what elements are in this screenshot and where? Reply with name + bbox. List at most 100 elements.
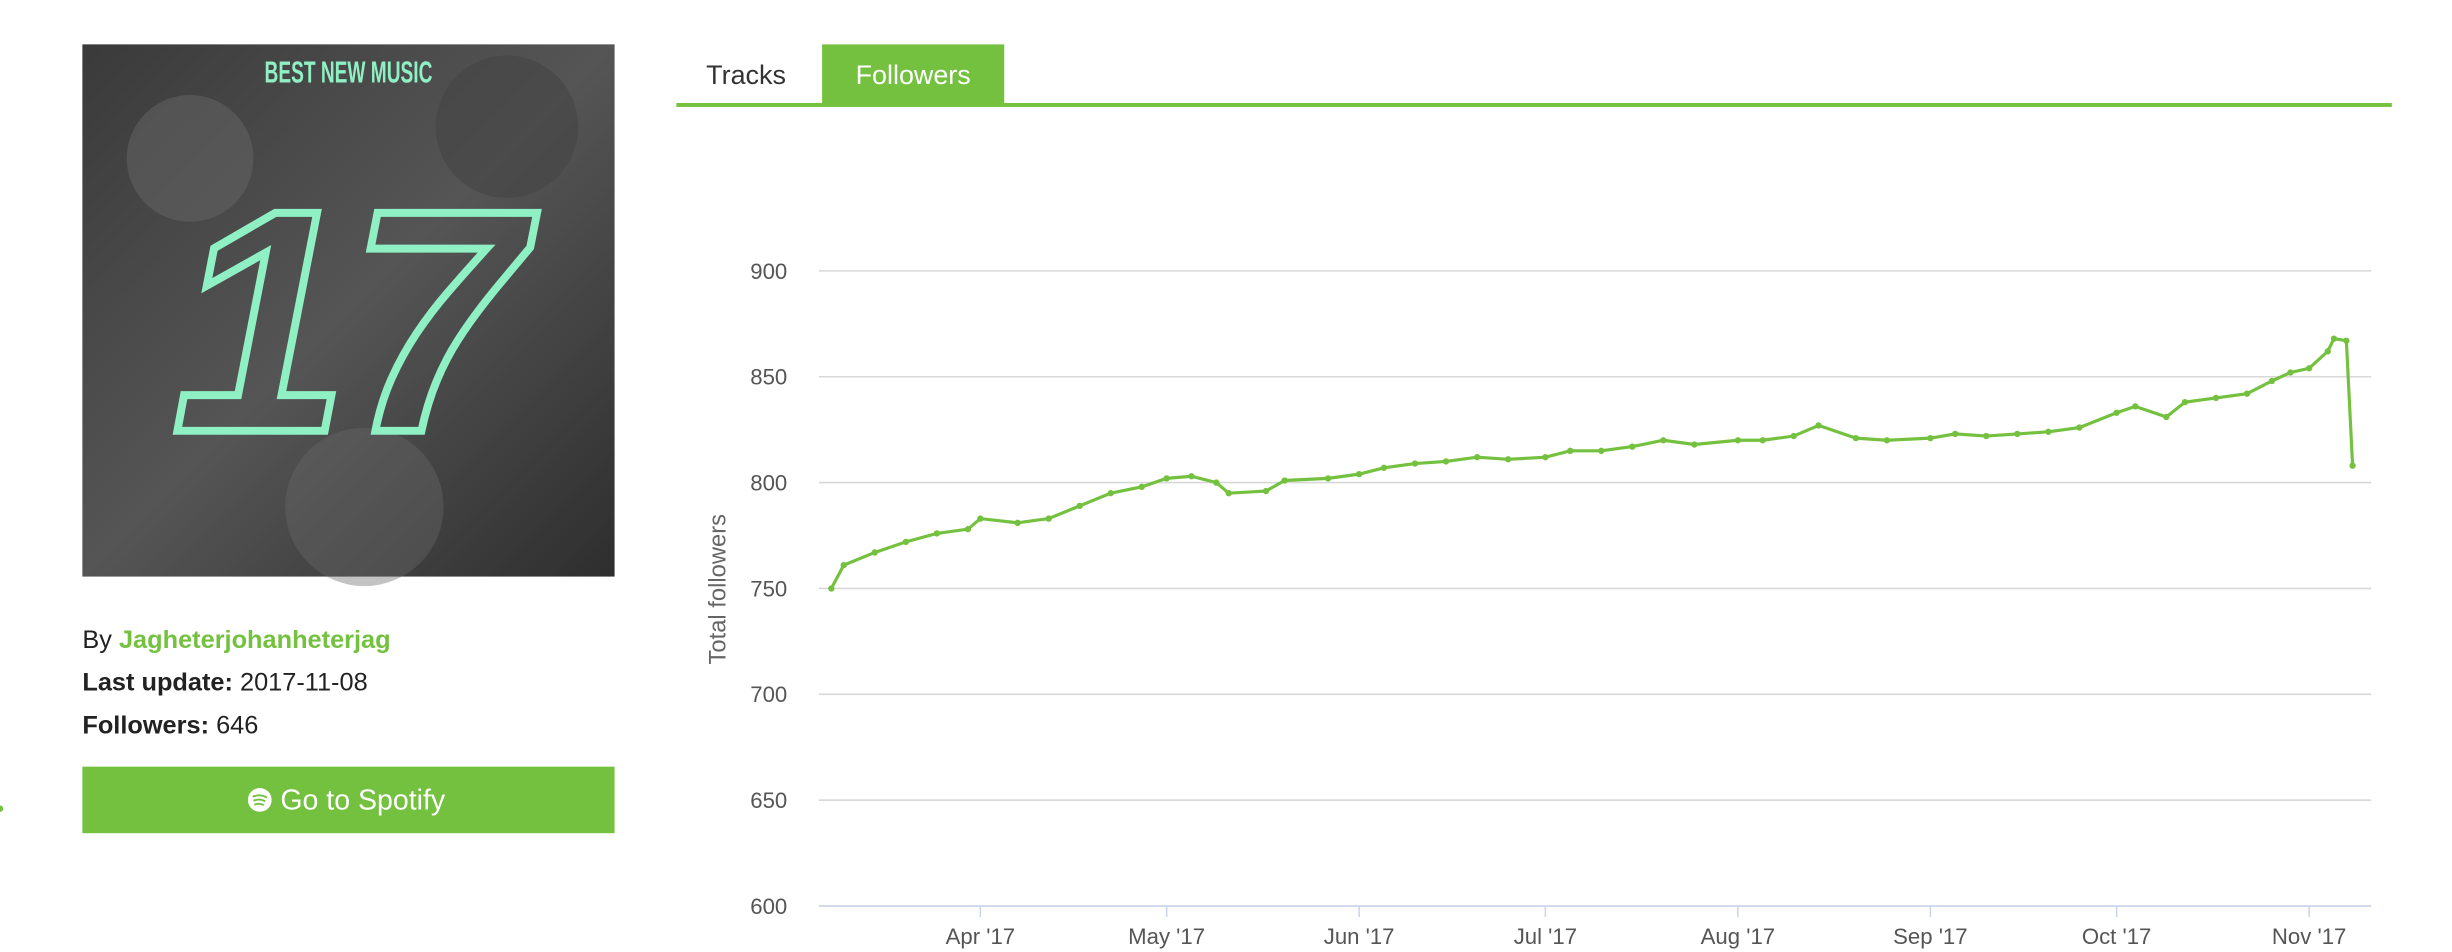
cover-shape xyxy=(435,55,579,199)
point xyxy=(828,585,835,592)
point xyxy=(1542,454,1549,461)
point xyxy=(902,538,910,546)
update-line: Last update: 2017-11-08 xyxy=(82,669,367,697)
button-bg[interactable] xyxy=(82,766,615,834)
point xyxy=(1107,490,1114,497)
point xyxy=(2268,377,2276,385)
plot: 600 650 700 750 800 850 900 Apr '17 May '17 Jun '… xyxy=(0,259,2372,949)
point xyxy=(1355,470,1363,478)
tab-tracks[interactable]: Tracks xyxy=(706,60,786,90)
tab-underline xyxy=(676,102,2392,107)
point xyxy=(2076,424,2083,431)
cover-banner: BEST NEW MUSIC xyxy=(265,56,433,89)
point xyxy=(1163,475,1170,482)
point xyxy=(2045,428,2052,435)
y-tick-label: 750 xyxy=(750,576,787,601)
point xyxy=(977,515,984,522)
cover-shape xyxy=(126,95,254,222)
cover-shape xyxy=(285,427,444,587)
point xyxy=(2014,430,2021,438)
point xyxy=(1473,454,1481,461)
cover: BEST NEW MUSIC 17 xyxy=(82,44,615,587)
point xyxy=(1815,422,1822,429)
x-tick-label: Aug '17 xyxy=(1701,924,1775,949)
point xyxy=(1225,490,1232,497)
tab-followers[interactable]: Followers xyxy=(856,60,971,90)
point xyxy=(2305,365,2313,372)
tab-active-bg[interactable] xyxy=(822,44,1005,105)
point xyxy=(1927,434,1934,442)
x-tick-label: May '17 xyxy=(1128,924,1205,949)
button-label[interactable]: Go to Spotify xyxy=(280,784,446,816)
followers-label: Followers: xyxy=(82,711,209,739)
point xyxy=(1759,437,1766,444)
x-tick-label: Sep '17 xyxy=(1893,924,1967,949)
followers-line: Followers: 646 xyxy=(82,711,258,739)
cover-number: 17 xyxy=(172,145,541,499)
point xyxy=(1138,483,1145,491)
update-label: Last update: xyxy=(82,669,233,697)
point xyxy=(1380,464,1388,471)
point xyxy=(964,526,972,533)
series-line xyxy=(829,336,2355,590)
point xyxy=(840,562,847,569)
update-value: 2017-11-08 xyxy=(240,669,368,697)
point xyxy=(1076,502,1083,510)
owner-line: By Jagheterjohanheterjag xyxy=(82,626,390,654)
point xyxy=(1324,475,1332,482)
y-tick-label: 650 xyxy=(750,788,787,813)
point xyxy=(1213,479,1220,486)
point xyxy=(1952,430,1959,438)
point xyxy=(2212,394,2220,402)
x-tick-label: Oct '17 xyxy=(2082,924,2152,949)
point xyxy=(1188,473,1195,480)
point xyxy=(1790,432,1797,440)
point xyxy=(2132,403,2139,410)
point xyxy=(1262,487,1270,495)
y-tick-label: 700 xyxy=(750,682,787,707)
followers-value: 646 xyxy=(216,711,258,739)
point xyxy=(1598,447,1605,455)
point xyxy=(1734,437,1742,444)
y-tick-label: 850 xyxy=(750,365,787,390)
point xyxy=(1629,443,1636,450)
point xyxy=(1883,437,1891,444)
point xyxy=(1983,432,1990,440)
point xyxy=(2243,390,2251,397)
point xyxy=(933,530,941,537)
point xyxy=(2343,337,2350,344)
point xyxy=(1691,441,1698,448)
spotify-icon-lines xyxy=(252,794,268,807)
tabs: Tracks Followers xyxy=(676,44,2392,107)
point xyxy=(1411,460,1419,467)
point xyxy=(1442,458,1450,465)
point xyxy=(2287,369,2294,376)
x-tick-label: Jun '17 xyxy=(1324,924,1395,949)
point xyxy=(2349,462,2356,469)
point xyxy=(1852,434,1860,442)
point xyxy=(1660,437,1667,444)
y-tick-label: 800 xyxy=(750,471,787,496)
owner-link[interactable]: Jagheterjohanheterjag xyxy=(119,626,391,654)
point xyxy=(1567,447,1574,455)
y-tick-label: 600 xyxy=(750,894,787,919)
y-tick-label: 900 xyxy=(750,259,787,284)
x-tick-label: Apr '17 xyxy=(946,924,1016,949)
point xyxy=(2113,409,2120,416)
point xyxy=(1014,519,1021,526)
point xyxy=(0,805,4,812)
point xyxy=(1045,515,1052,522)
point xyxy=(871,549,878,556)
point xyxy=(2324,348,2331,355)
x-tick-label: Nov '17 xyxy=(2272,924,2346,949)
x-tick-label: Jul '17 xyxy=(1514,924,1577,949)
point xyxy=(2181,398,2189,406)
by-label: By xyxy=(82,626,112,654)
point xyxy=(1504,456,1512,463)
point xyxy=(1281,477,1288,484)
y-axis-title: Total followers xyxy=(704,514,731,665)
point xyxy=(2330,335,2338,342)
spotify-button[interactable]: Go to Spotify xyxy=(82,766,615,834)
